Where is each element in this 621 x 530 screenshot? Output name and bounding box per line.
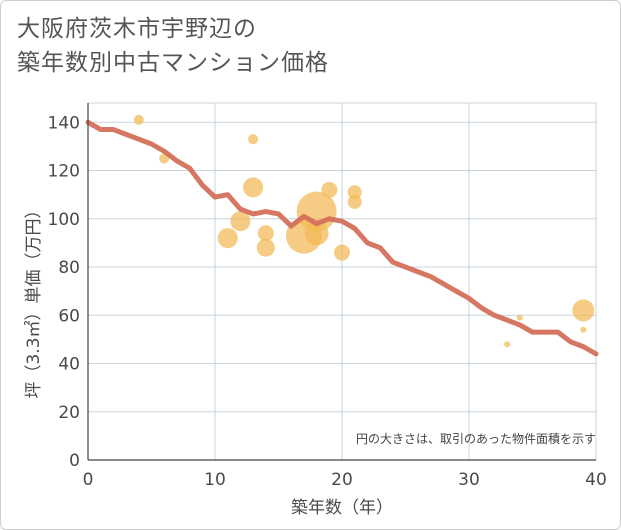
tick-labels: 0 20 40 60 80 100 120 140 0 10 20 30 40 — [48, 113, 607, 490]
grid-lines — [87, 102, 597, 461]
x-tick-label: 20 — [331, 470, 353, 490]
y-axis-label: 坪（3.3㎡）単価（万円） — [24, 201, 44, 398]
x-tick-label: 0 — [83, 470, 94, 490]
y-tick-label: 120 — [48, 162, 80, 182]
y-tick-label: 0 — [69, 451, 80, 471]
bubble — [334, 244, 350, 261]
bubble — [256, 238, 275, 257]
bubble — [248, 134, 259, 145]
bubble — [304, 221, 329, 246]
trend-polyline — [85, 119, 599, 357]
bubble-series — [133, 114, 595, 348]
y-tick-label: 60 — [58, 306, 80, 326]
size-note: 円の大きさは、取引のあった物件面積を示す — [356, 431, 596, 446]
bubble — [580, 326, 587, 333]
y-tick-label: 20 — [58, 403, 80, 423]
chart-title: 大阪府茨木市宇野辺の 築年数別中古マンション価格 — [17, 12, 329, 80]
axes — [87, 103, 596, 461]
x-tick-label: 10 — [204, 470, 226, 490]
bubble — [217, 228, 238, 249]
y-tick-label: 140 — [48, 113, 80, 133]
x-tick-label: 40 — [585, 470, 607, 490]
bubble — [572, 299, 595, 322]
x-axis-label: 築年数（年） — [291, 498, 393, 518]
bubble — [243, 177, 264, 198]
bubble — [516, 314, 523, 321]
y-tick-label: 80 — [58, 258, 80, 278]
bubble — [133, 114, 144, 125]
bubble — [257, 225, 274, 242]
y-tick-label: 100 — [48, 210, 80, 230]
title-line-1: 大阪府茨木市宇野辺の — [17, 16, 257, 42]
title-line-2: 築年数別中古マンション価格 — [17, 50, 329, 76]
bubble — [347, 194, 362, 209]
bubble — [504, 341, 511, 348]
y-tick-label: 40 — [58, 355, 80, 375]
bubble — [230, 211, 251, 232]
bubble — [347, 185, 362, 200]
x-tick-label: 30 — [458, 470, 480, 490]
trend-line — [85, 119, 599, 357]
